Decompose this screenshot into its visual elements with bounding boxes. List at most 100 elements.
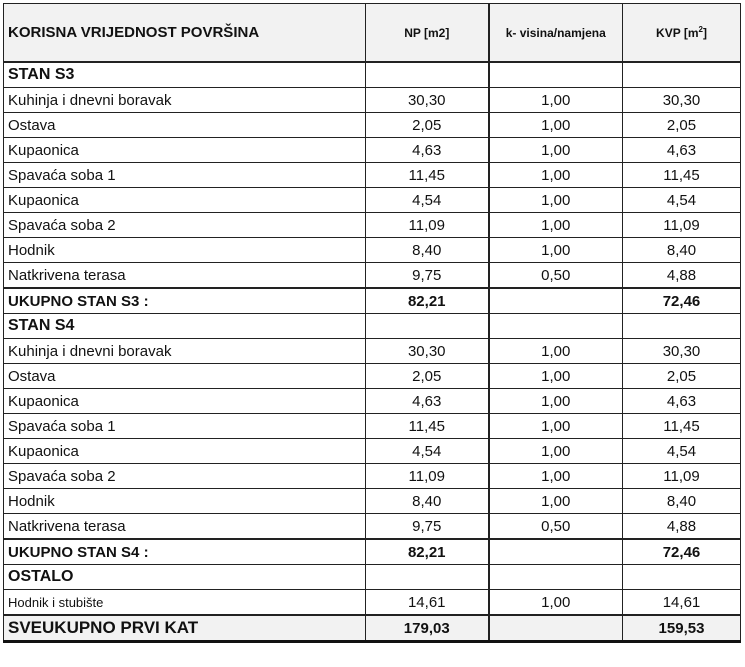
cell-label: Kuhinja i dnevni boravak [3, 87, 366, 113]
cell-k: 1,00 [487, 388, 623, 414]
table-row: Ostava 2,05 1,00 2,05 [3, 112, 741, 138]
kvp-suffix: ] [702, 26, 707, 40]
cell-np: 8,40 [365, 237, 489, 263]
cell-label: Ostava [3, 363, 366, 389]
cell-np: 4,63 [365, 388, 489, 414]
cell-label: Ostava [3, 112, 366, 138]
table-row: Natkrivena terasa 9,75 0,50 4,88 [3, 513, 741, 540]
subtotal-row: UKUPNO STAN S3 :82,21 72,46 [3, 287, 741, 314]
cell-k: 1,00 [487, 488, 623, 514]
table-row: Spavaća soba 2 11,09 1,00 11,09 [3, 463, 741, 489]
cell-label: Natkrivena terasa [3, 513, 366, 540]
cell-kvp: 2,05 [622, 112, 741, 138]
subtotal-row: UKUPNO STAN S4 :82,21 72,46 [3, 538, 741, 565]
cell-label: Hodnik i stubište [3, 589, 366, 616]
header-kvp: KVP [m2] [622, 3, 741, 63]
cell-label: Spavaća soba 1 [3, 162, 366, 188]
cell-kvp: 8,40 [622, 237, 741, 263]
table-row: Spavaća soba 2 11,09 1,00 11,09 [3, 212, 741, 238]
section-row: STAN S3 [3, 61, 741, 88]
cell-label: STAN S4 [3, 313, 366, 339]
cell-k: 0,50 [487, 262, 623, 289]
cell-label: UKUPNO STAN S4 : [3, 538, 366, 565]
cell-k: 1,00 [487, 187, 623, 213]
cell-kvp: 4,54 [622, 187, 741, 213]
cell-label: Kupaonica [3, 137, 366, 163]
cell-np: 30,30 [365, 338, 489, 364]
cell-np: 9,75 [365, 513, 489, 540]
cell-np: 179,03 [365, 614, 489, 643]
cell-k: 1,00 [487, 413, 623, 439]
cell-k: 1,00 [487, 237, 623, 263]
cell-np: 82,21 [365, 538, 489, 565]
cell-kvp [622, 61, 741, 88]
cell-k: 0,50 [487, 513, 623, 540]
cell-k [487, 61, 623, 88]
kvp-superscript: 2 [698, 25, 703, 34]
cell-k: 1,00 [487, 338, 623, 364]
cell-k [487, 313, 623, 339]
table-row: Hodnik i stubište 14,61 1,00 14,61 [3, 589, 741, 616]
table-row: Kuhinja i dnevni boravak 30,30 1,00 30,30 [3, 338, 741, 364]
cell-np: 4,54 [365, 187, 489, 213]
header-k: k- visina/namjena [487, 3, 623, 63]
cell-np: 9,75 [365, 262, 489, 289]
cell-label: Hodnik [3, 237, 366, 263]
table-row: Kupaonica 4,63 1,00 4,63 [3, 137, 741, 163]
header-row: KORISNA VRIJEDNOST POVRŠINA NP [m2] k- v… [3, 3, 741, 63]
cell-kvp: 4,63 [622, 388, 741, 414]
cell-np: 11,09 [365, 463, 489, 489]
cell-kvp: 11,09 [622, 463, 741, 489]
cell-np: 8,40 [365, 488, 489, 514]
cell-k: 1,00 [487, 363, 623, 389]
cell-k [487, 614, 623, 643]
cell-k: 1,00 [487, 463, 623, 489]
cell-k: 1,00 [487, 112, 623, 138]
cell-np [365, 61, 489, 88]
cell-kvp: 11,45 [622, 162, 741, 188]
cell-label: Spavaća soba 1 [3, 413, 366, 439]
cell-label: Kuhinja i dnevni boravak [3, 338, 366, 364]
cell-kvp: 11,09 [622, 212, 741, 238]
cell-kvp: 14,61 [622, 589, 741, 616]
cell-label: SVEUKUPNO PRVI KAT [3, 614, 366, 643]
cell-np: 82,21 [365, 287, 489, 314]
table-row: Kupaonica 4,54 1,00 4,54 [3, 438, 741, 464]
table-row: Kuhinja i dnevni boravak 30,30 1,00 30,30 [3, 87, 741, 113]
cell-label: Spavaća soba 2 [3, 463, 366, 489]
cell-k: 1,00 [487, 212, 623, 238]
surface-area-table: KORISNA VRIJEDNOST POVRŠINA NP [m2] k- v… [3, 3, 741, 643]
section-row: OSTALO [3, 564, 741, 590]
cell-kvp: 11,45 [622, 413, 741, 439]
cell-k [487, 564, 623, 590]
cell-k: 1,00 [487, 87, 623, 113]
cell-np [365, 313, 489, 339]
table-row: Spavaća soba 1 11,45 1,00 11,45 [3, 162, 741, 188]
cell-kvp: 72,46 [622, 287, 741, 314]
cell-label: Kupaonica [3, 388, 366, 414]
cell-kvp: 4,54 [622, 438, 741, 464]
cell-kvp: 30,30 [622, 87, 741, 113]
cell-np: 14,61 [365, 589, 489, 616]
cell-np: 30,30 [365, 87, 489, 113]
cell-k [487, 287, 623, 314]
grand-total-row: SVEUKUPNO PRVI KAT 179,03 159,53 [3, 614, 741, 643]
cell-np: 11,09 [365, 212, 489, 238]
cell-np: 11,45 [365, 413, 489, 439]
cell-k [487, 538, 623, 565]
cell-label: Natkrivena terasa [3, 262, 366, 289]
cell-kvp [622, 564, 741, 590]
kvp-label: KVP [m [656, 26, 699, 40]
cell-np [365, 564, 489, 590]
cell-k: 1,00 [487, 589, 623, 616]
cell-np: 2,05 [365, 112, 489, 138]
cell-label: STAN S3 [3, 61, 366, 88]
cell-kvp: 159,53 [622, 614, 741, 643]
cell-label: Spavaća soba 2 [3, 212, 366, 238]
cell-np: 11,45 [365, 162, 489, 188]
table-row: Hodnik 8,40 1,00 8,40 [3, 488, 741, 514]
cell-kvp: 30,30 [622, 338, 741, 364]
cell-k: 1,00 [487, 162, 623, 188]
cell-kvp [622, 313, 741, 339]
cell-label: OSTALO [3, 564, 366, 590]
